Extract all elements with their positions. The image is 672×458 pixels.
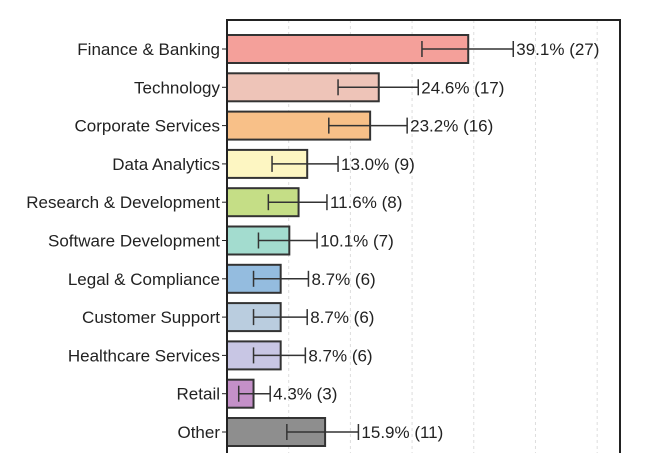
data-label: 13.0% (9)	[341, 155, 415, 174]
data-label: 10.1% (7)	[320, 232, 394, 251]
data-label: 39.1% (27)	[516, 40, 599, 59]
category-label: Software Development	[48, 232, 220, 251]
plot-frame	[226, 19, 621, 458]
data-label: 8.7% (6)	[308, 346, 372, 365]
category-label: Research & Development	[26, 193, 220, 212]
category-labels: Finance & Banking Technology Corporate Ser…	[26, 40, 227, 442]
data-label: 4.3% (3)	[273, 385, 337, 404]
category-label: Technology	[134, 78, 221, 97]
category-label: Corporate Services	[74, 117, 220, 136]
bars: 39.1% (27) 24.6% (17) 23.2% (16) 13.0% (9) 1…	[226, 34, 599, 447]
category-label: Other	[177, 423, 220, 442]
category-label: Legal & Compliance	[68, 270, 220, 289]
data-label: 15.9% (11)	[361, 423, 443, 442]
data-label: 8.7% (6)	[311, 270, 375, 289]
category-label: Healthcare Services	[68, 346, 220, 365]
data-label: 23.2% (16)	[410, 117, 493, 136]
data-label: 8.7% (6)	[310, 308, 374, 327]
category-label: Retail	[177, 385, 220, 404]
category-label: Finance & Banking	[77, 40, 220, 59]
category-label: Customer Support	[82, 308, 220, 327]
data-label: 24.6% (17)	[421, 78, 504, 97]
category-label: Data Analytics	[112, 155, 220, 174]
data-label: 11.6% (8)	[330, 193, 402, 212]
